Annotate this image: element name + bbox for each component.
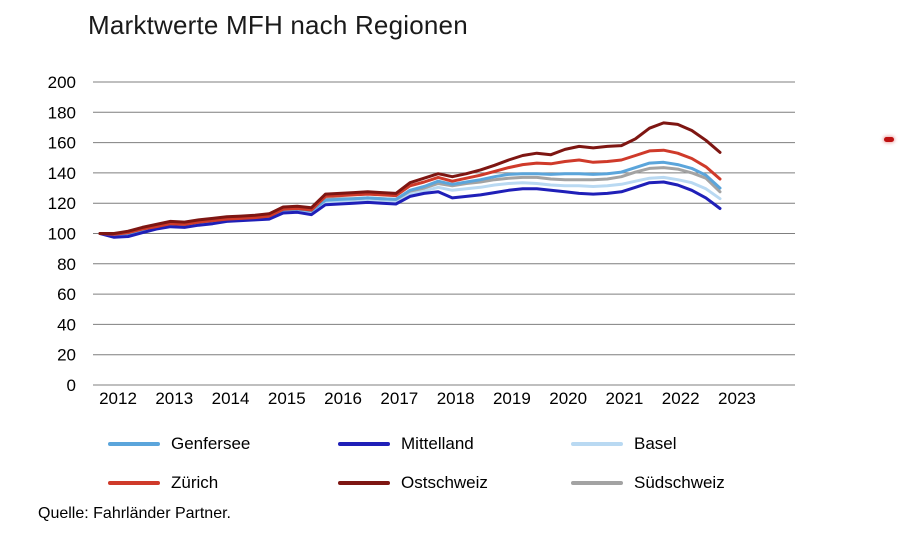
y-tick-label: 80 <box>57 255 76 274</box>
x-tick-label: 2015 <box>268 389 306 408</box>
legend-label: Mittelland <box>401 433 474 453</box>
y-tick-label: 0 <box>67 376 76 395</box>
chart-title: Marktwerte MFH nach Regionen <box>88 10 468 40</box>
x-tick-label: 2021 <box>606 389 644 408</box>
legend-item-genfersee: Genfersee <box>108 434 338 454</box>
legend-item-basel: Basel <box>571 434 791 454</box>
x-tick-label: 2019 <box>493 389 531 408</box>
y-tick-label: 140 <box>48 164 76 183</box>
legend-swatch <box>108 480 160 485</box>
chart-canvas: 0 20 40 60 80 100 120 140 160 180 200 2012 2013 2014 2… <box>48 73 795 408</box>
series-line-zurich <box>98 148 722 236</box>
legend-label: Genfersee <box>171 433 251 453</box>
x-tick-label: 2014 <box>212 389 250 408</box>
x-tick-label: 2017 <box>380 389 418 408</box>
legend-label: Zürich <box>171 472 219 492</box>
legend-item-ostschweiz: Ostschweiz <box>338 473 571 493</box>
y-tick-label: 40 <box>57 315 76 334</box>
x-tick-label: 2022 <box>662 389 700 408</box>
legend-item-sudschweiz: Südschweiz <box>571 473 791 493</box>
x-tick-label: 2013 <box>155 389 193 408</box>
y-tick-label: 60 <box>57 285 76 304</box>
series-line-ostschweiz <box>98 121 722 235</box>
legend-label: Basel <box>634 433 677 453</box>
legend-swatch <box>338 480 390 485</box>
x-tick-label: 2020 <box>549 389 587 408</box>
legend-item-zurich: Zürich <box>108 473 338 493</box>
source-note: Quelle: Fahrländer Partner. <box>38 505 231 522</box>
chart-legend: Genfersee Mittelland Basel Zürich Ostschweiz… <box>108 424 808 502</box>
x-tick-label: 2023 <box>718 389 756 408</box>
y-tick-label: 180 <box>48 103 76 122</box>
x-tick-label: 2012 <box>99 389 137 408</box>
y-tick-label: 20 <box>57 346 76 365</box>
legend-swatch <box>571 441 623 446</box>
x-tick-label: 2016 <box>324 389 362 408</box>
series-line-mittelland <box>98 180 722 239</box>
y-tick-label: 100 <box>48 225 76 244</box>
legend-swatch <box>338 441 390 446</box>
red-dash-marker <box>884 137 894 142</box>
legend-label: Ostschweiz <box>401 472 488 492</box>
y-tick-label: 200 <box>48 73 76 92</box>
legend-item-mittelland: Mittelland <box>338 434 571 454</box>
legend-label: Südschweiz <box>634 472 725 492</box>
y-tick-label: 120 <box>48 194 76 213</box>
legend-swatch <box>571 480 623 485</box>
x-tick-label: 2018 <box>437 389 475 408</box>
legend-swatch <box>108 441 160 446</box>
y-tick-label: 160 <box>48 134 76 153</box>
